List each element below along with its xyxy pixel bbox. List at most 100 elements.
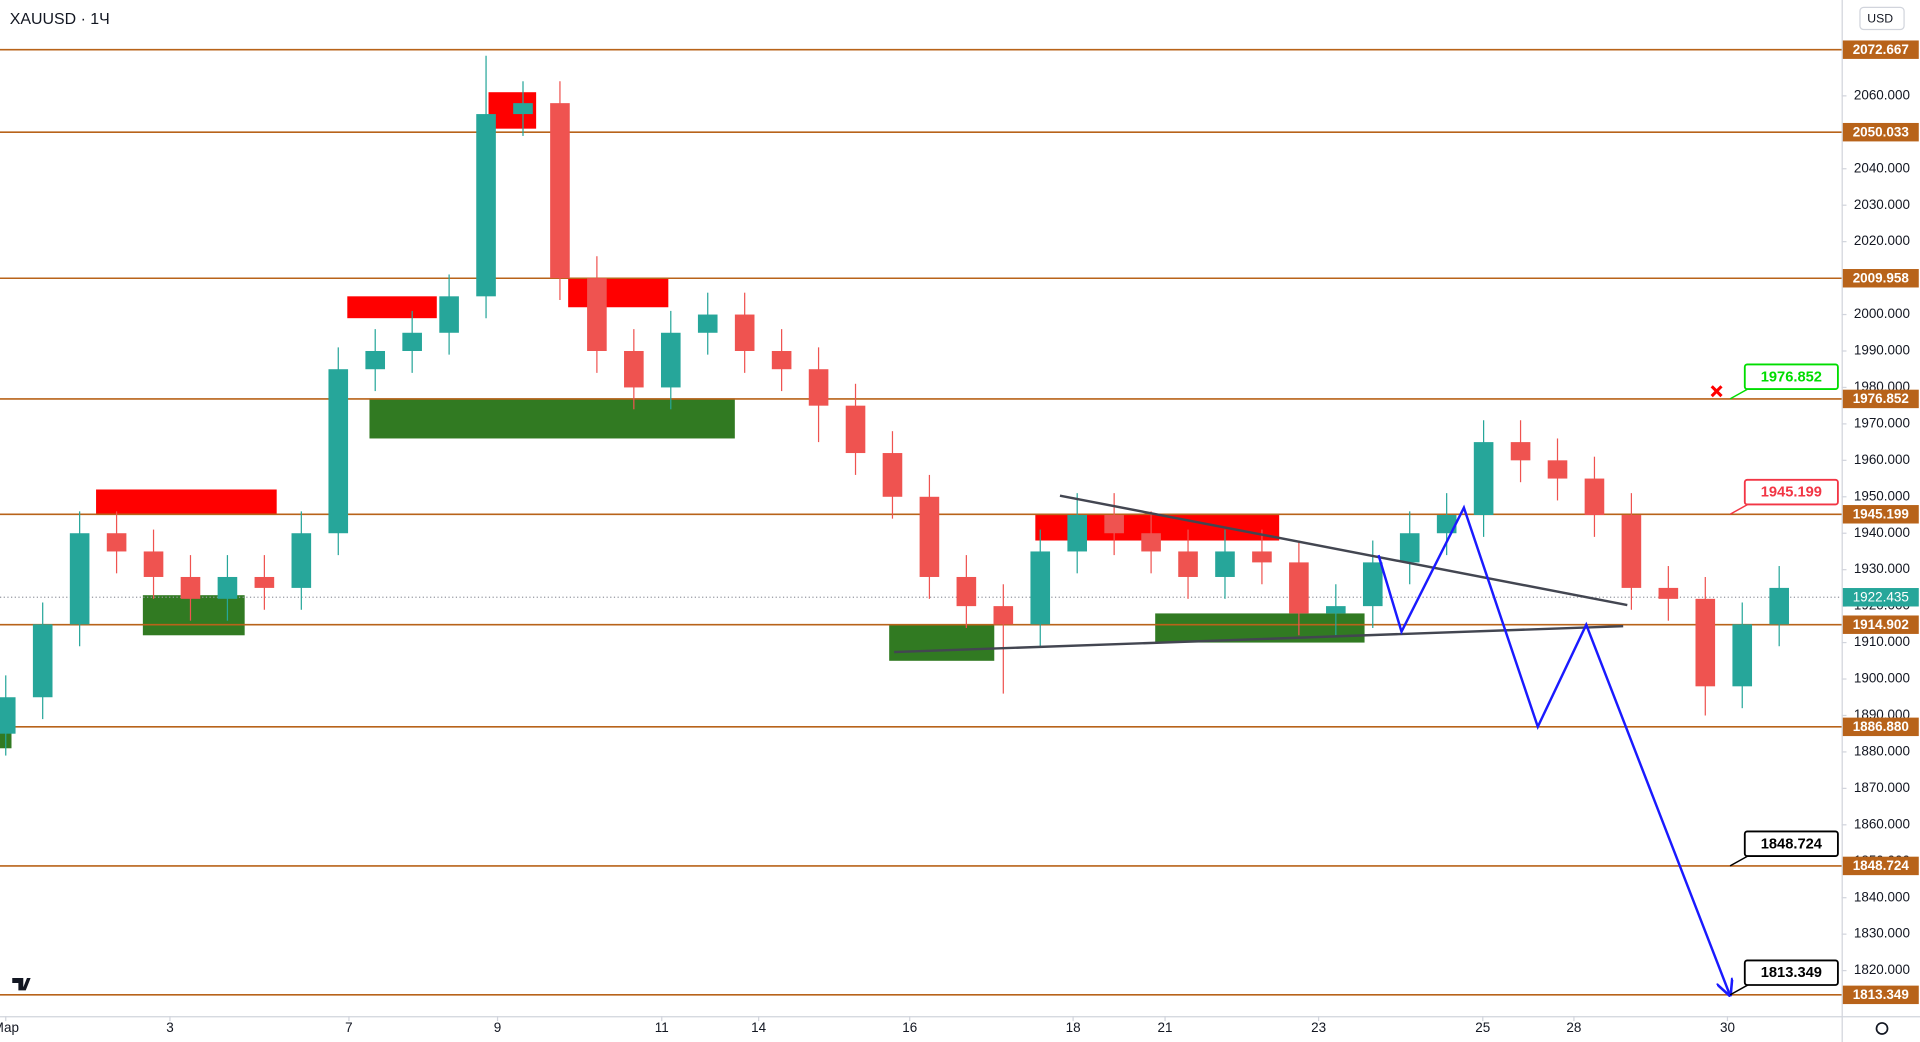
zone <box>369 398 735 439</box>
level-tag <box>1842 615 1919 634</box>
x-tick-label: 21 <box>1158 1020 1173 1035</box>
candle-body <box>1547 460 1568 479</box>
candle-body <box>1769 587 1789 625</box>
y-tick-label: 2020.000 <box>1854 233 1910 248</box>
candle-body <box>106 533 127 552</box>
candle-body <box>1215 551 1235 577</box>
level-tag <box>1842 40 1919 59</box>
callout-box <box>1743 830 1839 857</box>
level-tag <box>1842 389 1919 409</box>
candle-body <box>365 350 386 370</box>
candle-body <box>993 606 1014 625</box>
zone <box>96 489 277 516</box>
candle-body <box>1030 551 1051 625</box>
candle-body <box>1436 515 1457 534</box>
y-tick-label: 1840.000 <box>1854 889 1910 904</box>
callout-label: 1976.852 <box>1761 369 1822 385</box>
x-tick-label: 16 <box>902 1020 917 1035</box>
x-tick-label: 7 <box>345 1020 353 1035</box>
zone <box>347 296 437 319</box>
y-tick-label: 1970.000 <box>1854 415 1910 430</box>
level-label: 1813.349 <box>1853 987 1909 1002</box>
y-tick-label: 2060.000 <box>1854 87 1910 102</box>
x-tick-label: 9 <box>494 1020 502 1035</box>
candle-body <box>1510 442 1531 461</box>
y-tick-label: 1940.000 <box>1854 525 1910 540</box>
candle-body <box>697 314 718 333</box>
candle-body <box>919 496 940 577</box>
candle-body <box>845 405 866 454</box>
y-tick-label: 1900.000 <box>1854 671 1910 686</box>
candles <box>0 55 1789 756</box>
x-tick-label: 14 <box>751 1020 766 1035</box>
candle-body <box>1141 533 1161 552</box>
last-price-label: 1922.435 <box>1853 589 1909 604</box>
symbol-title: XAUUSD · 1Ч <box>10 11 110 28</box>
candle-body <box>476 114 496 297</box>
drawings: 1976.852 1945.199 1848.724 1813.349 <box>894 363 1839 995</box>
axes: 1820.0001830.0001840.0001850.0001860.000… <box>0 40 1919 1035</box>
y-tick-label: 1930.000 <box>1854 561 1910 576</box>
candle-body <box>1104 515 1124 534</box>
candle-body <box>291 533 312 588</box>
candle-body <box>1658 587 1679 599</box>
trendline <box>894 624 1624 654</box>
level-tag <box>1842 122 1919 142</box>
candle-body <box>550 103 570 279</box>
projection-path <box>1377 504 1730 995</box>
y-tick-label: 1990.000 <box>1854 343 1910 358</box>
candle-body <box>734 314 755 351</box>
y-tick-label: 1870.000 <box>1854 780 1910 795</box>
candle-body <box>587 278 607 351</box>
y-tick-label: 1910.000 <box>1854 634 1910 649</box>
x-tick-label: 25 <box>1475 1020 1490 1035</box>
candle-body <box>624 350 644 388</box>
zone <box>568 278 669 308</box>
candle-body <box>1252 551 1272 563</box>
candle-body <box>808 369 829 406</box>
candle-body <box>402 332 422 351</box>
level-tag <box>1842 717 1919 737</box>
callout-label: 1945.199 <box>1761 485 1822 501</box>
y-tick-label: 1960.000 <box>1854 452 1910 467</box>
candle-body <box>771 350 792 370</box>
y-tick-label: 1830.000 <box>1854 926 1910 941</box>
x-tick-label: 30 <box>1720 1020 1735 1035</box>
x-tick-label: 23 <box>1311 1020 1326 1035</box>
x-tick-label: 18 <box>1066 1020 1081 1035</box>
candle-body <box>1473 442 1494 516</box>
zone <box>889 624 995 661</box>
cancel-mark <box>1710 385 1723 398</box>
candle-body <box>956 576 977 607</box>
currency-button[interactable] <box>1859 6 1905 31</box>
level-label: 1945.199 <box>1853 506 1909 521</box>
level-tag <box>1842 856 1919 876</box>
y-tick-label: 2040.000 <box>1854 160 1910 175</box>
x-tick-label: 3 <box>166 1020 174 1035</box>
y-tick-label: 1860.000 <box>1854 816 1910 831</box>
candle-body <box>1584 478 1605 516</box>
tradingview-logo <box>12 978 31 991</box>
level-label: 1886.880 <box>1853 719 1909 734</box>
level-label: 2050.033 <box>1853 124 1910 139</box>
candle-body <box>32 624 53 698</box>
last-price-tag <box>1842 588 1919 607</box>
zone <box>142 595 245 636</box>
level-label: 1914.902 <box>1853 617 1909 632</box>
candle-body <box>1399 533 1420 563</box>
level-tag <box>1842 505 1919 524</box>
currency-label[interactable]: USD <box>1867 11 1893 25</box>
y-tick-label: 1880.000 <box>1854 743 1910 758</box>
candle-body <box>69 533 90 625</box>
settings-icon[interactable] <box>1875 1022 1889 1035</box>
candle-body <box>1621 515 1642 588</box>
x-tick-label: 28 <box>1566 1020 1581 1035</box>
candle-body <box>1289 562 1309 614</box>
candle-body <box>439 296 459 333</box>
candle-body <box>254 576 275 588</box>
levels <box>0 48 1842 996</box>
x-tick-label: Мар <box>0 1020 19 1035</box>
